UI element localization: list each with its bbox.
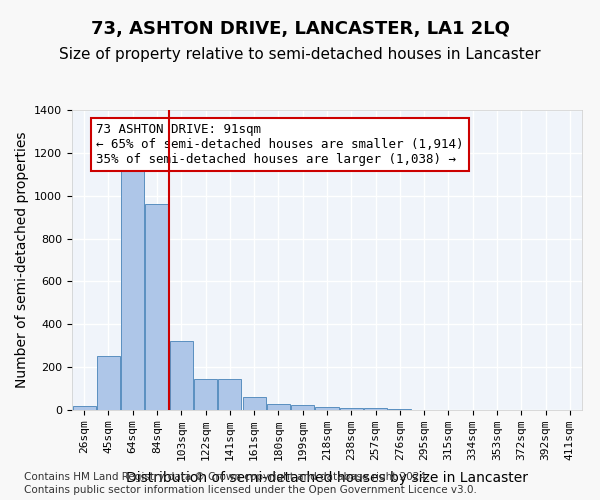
Bar: [194, 379, 217, 410]
Text: 73, ASHTON DRIVE, LANCASTER, LA1 2LQ: 73, ASHTON DRIVE, LANCASTER, LA1 2LQ: [91, 20, 509, 38]
Bar: [291, 404, 314, 410]
Bar: [267, 404, 290, 410]
Y-axis label: Number of semi-detached properties: Number of semi-detached properties: [14, 132, 29, 388]
Bar: [364, 408, 387, 410]
Bar: [242, 397, 266, 410]
Text: Contains HM Land Registry data © Crown copyright and database right 2024.: Contains HM Land Registry data © Crown c…: [24, 472, 430, 482]
Bar: [388, 409, 412, 410]
Bar: [73, 406, 95, 410]
Text: Contains public sector information licensed under the Open Government Licence v3: Contains public sector information licen…: [24, 485, 477, 495]
Bar: [218, 379, 241, 410]
Bar: [170, 342, 193, 410]
Text: 73 ASHTON DRIVE: 91sqm
← 65% of semi-detached houses are smaller (1,914)
35% of : 73 ASHTON DRIVE: 91sqm ← 65% of semi-det…: [96, 123, 464, 166]
X-axis label: Distribution of semi-detached houses by size in Lancaster: Distribution of semi-detached houses by …: [126, 472, 528, 486]
Bar: [340, 408, 363, 410]
Bar: [145, 204, 169, 410]
Bar: [97, 356, 120, 410]
Bar: [316, 407, 338, 410]
Bar: [121, 142, 144, 410]
Text: Size of property relative to semi-detached houses in Lancaster: Size of property relative to semi-detach…: [59, 48, 541, 62]
